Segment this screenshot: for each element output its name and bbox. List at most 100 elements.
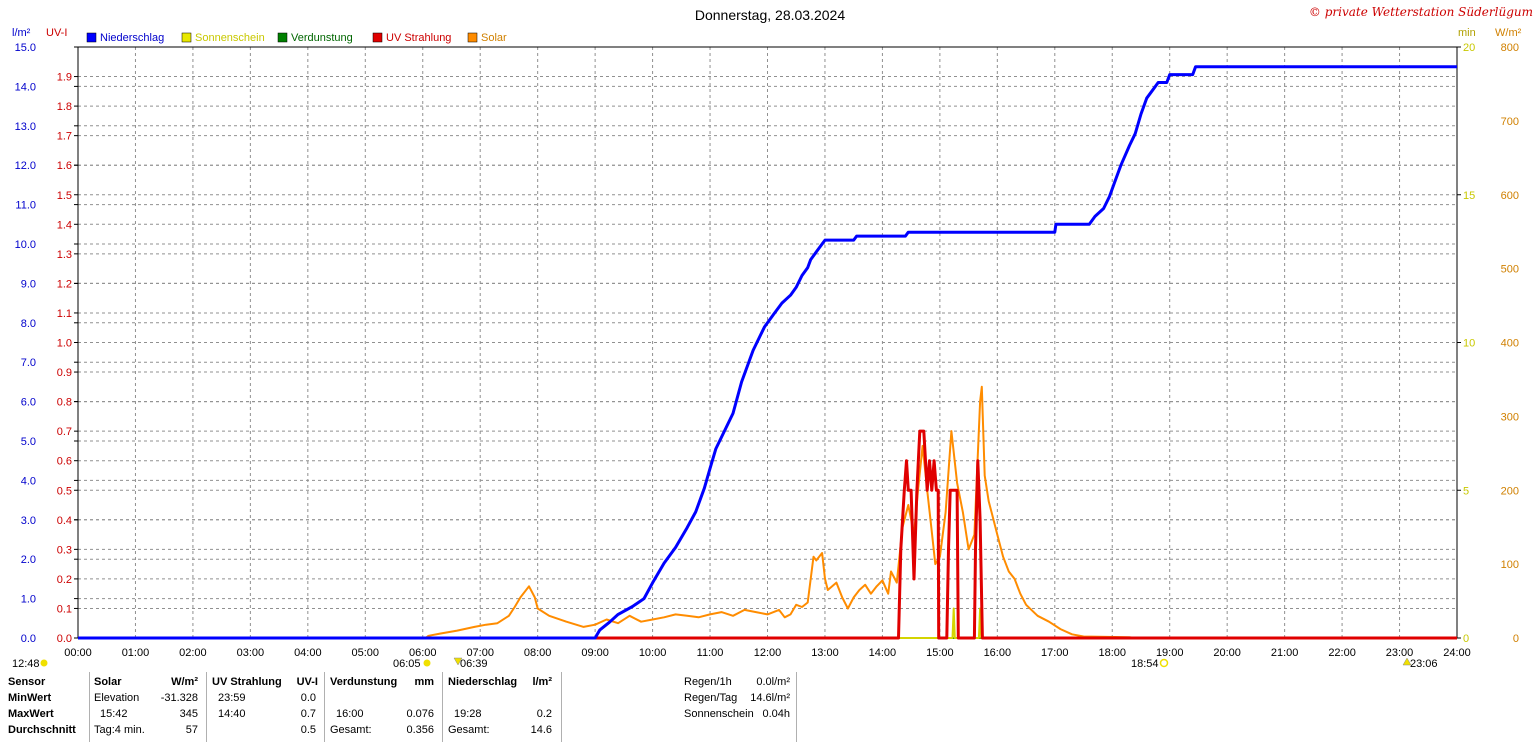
legend-swatch-uv [372,32,383,43]
uv-tick-label: 0.9 [57,367,72,379]
sun-tick-label: 0 [1463,633,1469,645]
stats-row-max: MaxWert [8,708,54,720]
rain-tick-label: 12.0 [15,160,36,172]
uv-tick-label: 1.8 [57,101,72,113]
solar-header: Solar [94,676,122,688]
uv-min-time: 23:59 [218,692,246,704]
sunset-marker [1159,658,1169,668]
uv-unit: UV-I [296,676,318,688]
x-tick-label: 10:00 [639,647,667,659]
series-line-rain [78,65,1457,640]
sun-tick-label: 5 [1463,485,1469,497]
rain-tick-label: 0.0 [21,633,36,645]
rain-tick-label: 8.0 [21,318,36,330]
moonset-marker [1402,657,1412,666]
uv-avg-value: 0.5 [300,724,316,736]
solar-tick-label: 100 [1501,559,1519,571]
uv-header: UV Strahlung [212,676,282,688]
legend-uv: UV Strahlung [386,32,451,44]
x-tick-label: 05:00 [352,647,380,659]
series-layer [78,65,1457,640]
solar-unit: W/m² [171,676,198,688]
moonrise-label: 12:48 [12,658,40,670]
evap-total-value: 0.356 [406,724,434,736]
uv-tick-label: 0.2 [57,574,72,586]
x-tick-label: 12:00 [754,647,782,659]
rain-tick-label: 7.0 [21,357,36,369]
stats-col-evap: Verdunstung mm 16:00 0.076 Gesamt: 0.356 [330,672,436,742]
solar-max-value: 345 [179,708,198,720]
solar-min-value: -31.328 [160,692,198,704]
solar-tick-label: 800 [1501,42,1519,54]
left-axis-unit-uv: UV-I [46,27,67,39]
legend: Niederschlag Sonnenschein Verdunstung UV… [86,32,507,44]
rain-tick-label: 14.0 [15,81,36,93]
x-tick-label: 03:00 [237,647,265,659]
rain-max-time: 19:28 [454,708,482,720]
legend-evap: Verdunstung [291,32,353,44]
x-tick-label: 24:00 [1443,647,1471,659]
legend-solar: Solar [481,32,507,44]
sun-tick-label: 10 [1463,338,1475,350]
stats-header-sensor: Sensor [8,676,46,688]
rain-total-label: Gesamt: [448,724,490,736]
stats-table: Sensor MinWert MaxWert Durchschnitt Sola… [0,672,800,742]
sunrise-marker [423,659,431,667]
rain-header: Niederschlag [448,676,518,688]
stats-row-min: MinWert [8,692,52,704]
solar-tick-label: 200 [1501,485,1519,497]
x-tick-label: 14:00 [869,647,897,659]
civil-marker [453,657,463,666]
uv-tick-label: 1.9 [57,72,72,84]
series-line-solar [78,385,1457,639]
solar-tick-label: 600 [1501,190,1519,202]
x-tick-label: 18:00 [1098,647,1126,659]
sunshine-value: 0.04h [762,708,790,720]
stats-col-rain: Niederschlag l/m² 19:28 0.2 Gesamt: 14.6 [448,672,556,742]
uv-tick-label: 0.1 [57,603,72,615]
uv-tick-label: 1.4 [57,219,72,231]
x-tick-label: 15:00 [926,647,954,659]
sun-markers: 12:48 06:05 06:39 18:54 23:06 [12,657,1438,670]
legend-rain: Niederschlag [100,32,164,44]
rain-tick-label: 15.0 [15,42,36,54]
rain-tick-label: 4.0 [21,475,36,487]
rain-tick-label: 6.0 [21,397,36,409]
uv-tick-label: 1.5 [57,190,72,202]
x-tick-label: 19:00 [1156,647,1184,659]
uv-max-value: 0.7 [300,708,316,720]
stats-col-sensor: Sensor MinWert MaxWert Durchschnitt [8,672,90,742]
solar-avg-label: Tag:4 min. [94,724,145,736]
rain-hour-value: 0.0l/m² [756,676,790,688]
rain-tick-label: 13.0 [15,121,36,133]
rain-total-value: 14.6 [530,724,552,736]
uv-max-time: 14:40 [218,708,246,720]
evap-header: Verdunstung [330,676,398,688]
evap-total-label: Gesamt: [330,724,372,736]
left-axis-unit-rain: l/m² [12,27,31,39]
uv-tick-label: 1.0 [57,338,72,350]
grid [78,47,1457,638]
sun-tick-label: 20 [1463,42,1475,54]
rain-tick-label: 9.0 [21,278,36,290]
x-tick-label: 04:00 [294,647,322,659]
x-tick-label: 11:00 [697,647,724,659]
x-tick-label: 08:00 [524,647,552,659]
solar-tick-label: 700 [1501,116,1519,128]
x-tick-label: 20:00 [1213,647,1241,659]
uv-min-value: 0.0 [300,692,316,704]
stats-row-avg: Durchschnitt [8,724,76,736]
x-tick-label: 22:00 [1328,647,1356,659]
uv-tick-label: 0.4 [57,515,72,527]
moonset-label: 23:06 [1410,658,1438,670]
evap-max-time: 16:00 [336,708,364,720]
uv-tick-label: 0.6 [57,456,72,468]
uv-tick-label: 0.0 [57,633,72,645]
uv-tick-label: 1.2 [57,278,72,290]
rain-tick-label: 10.0 [15,239,36,251]
solar-max-time: 15:42 [100,708,128,720]
right-axis-unit-min: min [1458,27,1476,39]
rain-hour-label: Regen/1h [684,676,732,688]
uv-tick-label: 0.3 [57,544,72,556]
weather-chart: Donnerstag, 28.03.2024 © private Wetters… [12,5,1533,670]
